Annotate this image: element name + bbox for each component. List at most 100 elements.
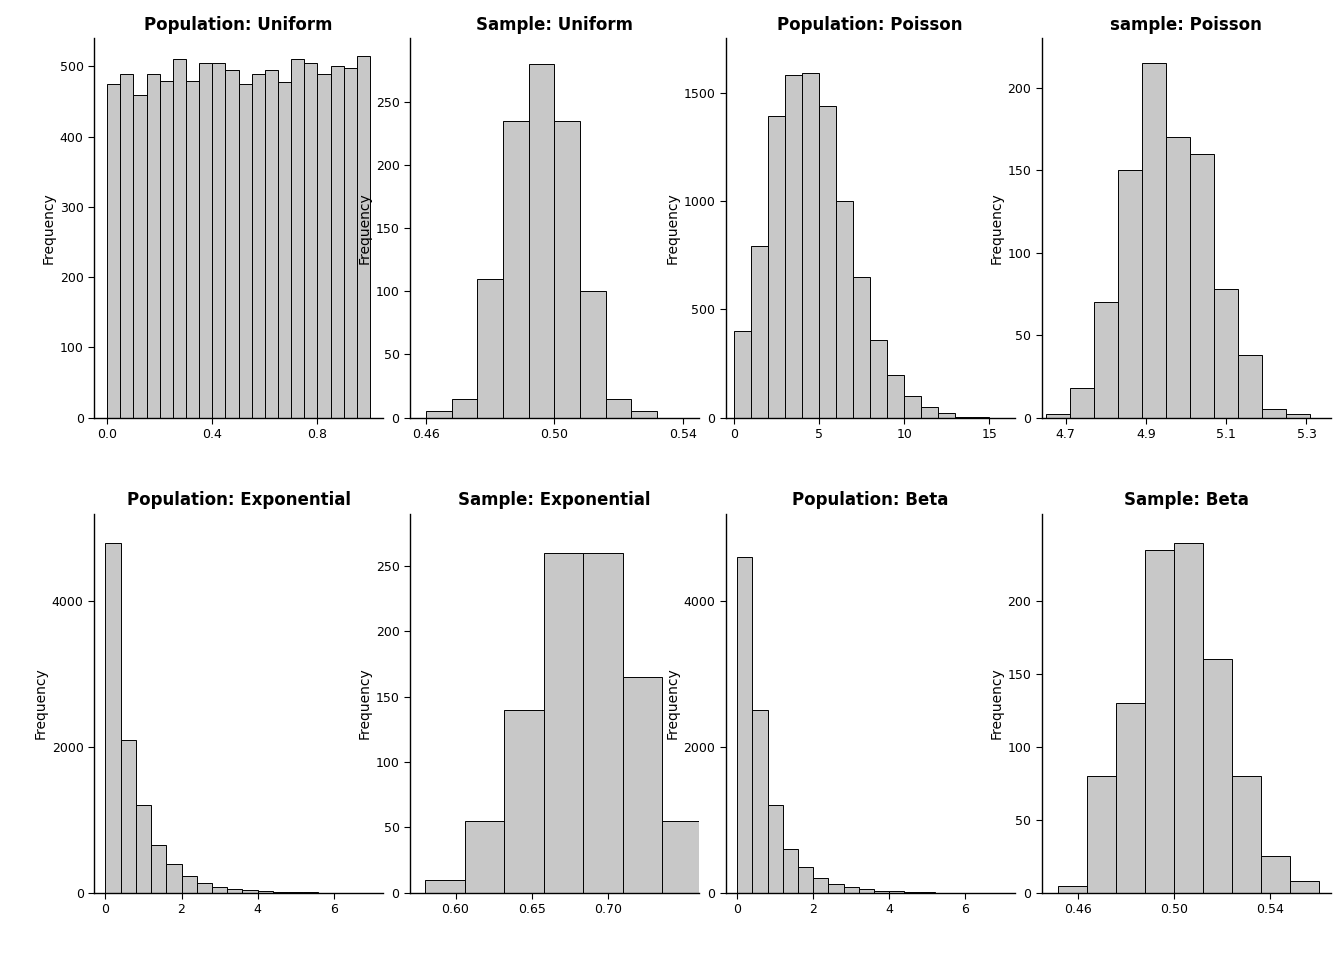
Bar [1175, 542, 1203, 893]
Bar [160, 81, 173, 418]
Bar [844, 887, 859, 893]
Title: Population: Exponential: Population: Exponential [126, 492, 351, 509]
Bar [105, 542, 121, 893]
Bar [887, 375, 905, 418]
Bar [181, 876, 196, 893]
Bar [452, 398, 477, 418]
Bar [1214, 289, 1238, 418]
Bar [785, 75, 802, 418]
Bar [853, 276, 870, 418]
Bar [304, 63, 317, 418]
Bar [1238, 355, 1262, 418]
Bar [753, 710, 767, 893]
Title: Sample: Uniform: Sample: Uniform [476, 16, 633, 34]
Bar [227, 889, 242, 893]
Bar [185, 81, 199, 418]
Bar [1286, 415, 1310, 418]
Bar [258, 891, 273, 893]
Bar [133, 95, 146, 418]
Title: Population: Uniform: Population: Uniform [144, 16, 333, 34]
Bar [606, 398, 632, 418]
Bar [1189, 154, 1214, 418]
Y-axis label: Frequency: Frequency [358, 667, 371, 739]
Bar [836, 201, 853, 418]
Y-axis label: Frequency: Frequency [358, 192, 371, 264]
Bar [136, 805, 151, 893]
Title: Population: Beta: Population: Beta [792, 492, 949, 509]
Bar [317, 74, 331, 418]
Bar [581, 291, 606, 418]
Bar [554, 121, 581, 418]
Bar [1145, 550, 1175, 893]
Bar [798, 867, 813, 893]
Bar [121, 739, 136, 893]
Bar [292, 60, 304, 418]
Bar [874, 891, 890, 893]
Bar [905, 396, 921, 418]
Bar [238, 84, 251, 418]
Bar [1232, 776, 1261, 893]
Bar [344, 68, 356, 418]
Bar [1167, 137, 1189, 418]
Bar [1094, 302, 1118, 418]
Bar [196, 883, 212, 893]
Bar [702, 853, 742, 893]
Bar [251, 74, 265, 418]
Bar [769, 116, 785, 418]
Bar [465, 821, 504, 893]
Bar [544, 553, 583, 893]
Bar [212, 887, 227, 893]
Bar [813, 878, 828, 893]
Bar [503, 121, 528, 418]
Bar [226, 70, 238, 418]
Bar [820, 106, 836, 418]
Bar [1117, 703, 1145, 893]
Y-axis label: Frequency: Frequency [34, 667, 47, 739]
Bar [583, 553, 622, 893]
Title: sample: Poisson: sample: Poisson [1110, 16, 1262, 34]
Bar [767, 805, 782, 893]
Bar [356, 56, 370, 418]
Bar [173, 60, 185, 418]
Bar [1118, 170, 1142, 418]
Y-axis label: Frequency: Frequency [665, 667, 679, 739]
Title: Sample: Exponential: Sample: Exponential [458, 492, 650, 509]
Bar [146, 74, 160, 418]
Bar [1142, 63, 1167, 418]
Bar [151, 846, 167, 893]
Y-axis label: Frequency: Frequency [665, 192, 679, 264]
Bar [1070, 388, 1094, 418]
Bar [265, 70, 278, 418]
Bar [331, 66, 344, 418]
Bar [751, 247, 769, 418]
Bar [1262, 409, 1286, 418]
Bar [273, 892, 288, 893]
Bar [278, 82, 292, 418]
Bar [921, 407, 938, 418]
Bar [1046, 415, 1070, 418]
Bar [890, 892, 905, 893]
Bar [108, 84, 121, 418]
Bar [737, 558, 753, 893]
Bar [1203, 660, 1232, 893]
Bar [802, 73, 820, 418]
Bar [859, 889, 874, 893]
Bar [1059, 885, 1087, 893]
Bar [1087, 776, 1117, 893]
Bar [956, 417, 972, 418]
Bar [782, 849, 798, 893]
Bar [938, 413, 956, 418]
Bar [734, 331, 751, 418]
Bar [742, 886, 781, 893]
Bar [663, 821, 702, 893]
Bar [426, 411, 452, 418]
Bar [425, 879, 465, 893]
Title: Sample: Beta: Sample: Beta [1124, 492, 1249, 509]
Bar [167, 864, 181, 893]
Bar [242, 890, 258, 893]
Bar [504, 709, 544, 893]
Bar [477, 278, 503, 418]
Bar [870, 340, 887, 418]
Y-axis label: Frequency: Frequency [42, 192, 55, 264]
Title: Population: Poisson: Population: Poisson [777, 16, 964, 34]
